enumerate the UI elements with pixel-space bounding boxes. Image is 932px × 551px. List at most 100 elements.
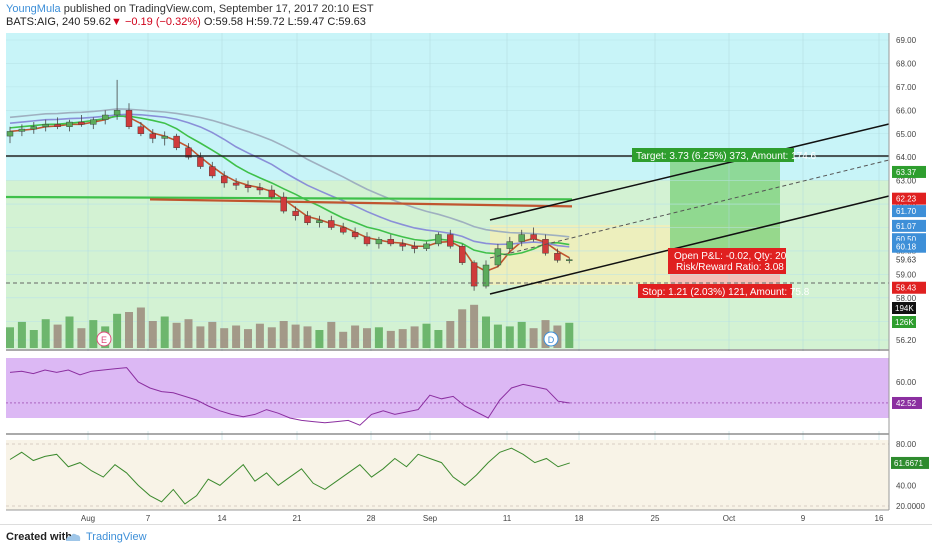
candlesticks <box>6 79 573 291</box>
volume-bar <box>267 327 276 348</box>
volume-bar <box>529 328 538 348</box>
price-marker <box>892 219 926 232</box>
volume-bar <box>53 324 62 348</box>
candle-body <box>375 239 383 245</box>
candle-body <box>435 234 442 245</box>
volume-bar <box>172 322 181 348</box>
time-tick-label: Oct <box>723 514 736 523</box>
time-tick-label: 25 <box>651 514 660 523</box>
price-marker <box>892 205 926 218</box>
time-tick-label: 18 <box>575 514 584 523</box>
tradingview-brand[interactable]: TradingView <box>86 531 147 543</box>
channel-upper-line[interactable] <box>489 123 890 221</box>
candle-body <box>113 110 121 116</box>
volume-marker <box>892 316 916 328</box>
volume-marker <box>892 302 916 314</box>
candle-body <box>304 215 311 224</box>
candle-body <box>316 220 323 224</box>
volume-bar <box>255 323 264 348</box>
candle-body <box>494 248 502 266</box>
earnings-event-icon[interactable] <box>96 331 112 347</box>
volume-bar <box>351 325 360 348</box>
symbol-quote: BATS:AIG, 240 59.62▼ −0.19 (−0.32%) O:59… <box>6 16 366 28</box>
target-zone <box>670 158 780 254</box>
candle-body <box>185 147 192 158</box>
candle-body <box>125 110 133 127</box>
price-axis[interactable]: 69.0068.0067.0066.0065.0064.0063.0062.00… <box>896 36 917 345</box>
candle-body <box>268 189 275 198</box>
volume-bar <box>565 322 574 348</box>
open-pnl-label: Open P&L: -0.02, Qty: 20 <box>674 251 787 262</box>
stochastic-tick-label: 20.0000 <box>896 502 925 511</box>
candle-body <box>101 114 109 120</box>
pnl-label-box <box>668 248 786 274</box>
time-tick-label: 16 <box>875 514 884 523</box>
candle-body <box>244 185 252 188</box>
long-moving-average-line <box>5 195 573 201</box>
author-link[interactable]: YoungMula <box>6 3 61 15</box>
dividend-event-icon[interactable] <box>543 331 559 347</box>
price-marker <box>892 192 926 205</box>
candle-body <box>447 234 454 247</box>
price-marker <box>892 281 926 294</box>
time-tick-label: 7 <box>146 514 151 523</box>
volume-marker-label: 194K <box>895 304 914 313</box>
time-axis[interactable]: Aug 7 14 21 28 Sep 11 18 25 Oct 9 16 <box>81 514 884 523</box>
volume-bar <box>434 330 443 348</box>
volume-bar <box>279 321 288 348</box>
volume-bars <box>6 304 574 348</box>
candle-body <box>459 246 466 263</box>
price-marker-label: 59.63 <box>896 256 917 265</box>
volume-bar <box>470 304 479 348</box>
dividend-event-label: D <box>548 335 555 345</box>
earnings-event-label: E <box>101 335 107 345</box>
chart-header: YoungMula published on TradingView.com, … <box>0 0 932 30</box>
volume-bar <box>136 307 145 348</box>
time-tick-label: Sep <box>423 514 438 523</box>
price-tick-label: 64.00 <box>896 153 917 162</box>
price-marker <box>892 165 926 178</box>
stop-label-box <box>638 284 792 298</box>
volume-bar <box>160 316 169 348</box>
volume-bar <box>196 326 205 348</box>
price-marker-label: 63.37 <box>896 168 917 177</box>
target-label-box <box>632 148 794 162</box>
volume-bar <box>17 321 26 348</box>
price-tick-label: 66.00 <box>896 106 917 115</box>
volume-bar <box>208 321 217 348</box>
candle-body <box>209 166 216 177</box>
price-tick-label: 69.00 <box>896 36 917 45</box>
volume-bar <box>363 328 371 348</box>
published-text: published on TradingView.com, September … <box>63 3 374 15</box>
time-tick-label: 28 <box>367 514 376 523</box>
last-price: 59.62 <box>83 16 111 28</box>
price-marker-label: 60.18 <box>896 243 917 252</box>
candle-body <box>173 135 180 149</box>
channel-lower-line[interactable] <box>489 195 890 295</box>
candle-body <box>542 239 549 254</box>
stochastic-tick-label: 80.00 <box>896 440 917 449</box>
rsi-band <box>6 358 889 418</box>
time-tick-label: 11 <box>503 514 512 523</box>
candle-body <box>280 196 287 212</box>
volume-bar <box>339 331 348 348</box>
candle-body <box>363 236 371 245</box>
price-change: −0.19 (−0.32%) <box>124 16 201 28</box>
rsi-current-marker <box>892 396 922 409</box>
volume-bar <box>374 327 383 348</box>
time-tick-label: 21 <box>293 514 302 523</box>
volume-bar <box>29 330 38 348</box>
volume-bar <box>89 320 98 348</box>
volume-bar <box>41 319 50 348</box>
risk-reward-label: Risk/Reward Ratio: 3.08 <box>676 262 784 273</box>
candle-body <box>161 135 168 139</box>
candle-body <box>411 246 418 249</box>
volume-bar <box>184 319 193 348</box>
volume-bar <box>327 321 336 348</box>
channel-mid-line <box>489 159 890 259</box>
price-marker-label: 60.50 <box>896 235 917 244</box>
price-marker-label: 61.70 <box>896 207 917 216</box>
ohlc-values: O:59.58 H:59.72 L:59.47 C:59.63 <box>203 16 366 28</box>
candle-body <box>149 133 157 139</box>
chart-canvas[interactable]: E D Target: 3.73 (6.25%) 373, Amount: 17… <box>0 30 932 524</box>
